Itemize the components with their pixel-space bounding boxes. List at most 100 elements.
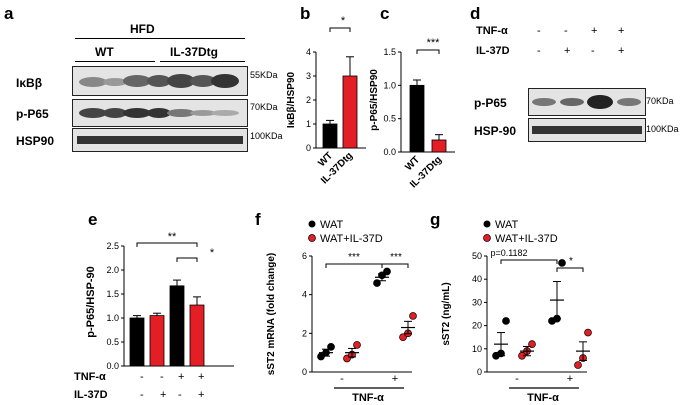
panel-f-ytick-label: 4 [302,290,307,300]
panel-e-il-label: IL-37D [74,389,108,401]
panel-e-sig2: * [210,247,215,259]
panel-f-point [327,343,335,351]
panel-d-tnf-sign-3: + [591,25,598,37]
panel-c-ytick-label: 1.0 [383,80,396,90]
panel-a-hfd-line [75,38,245,39]
panel-g-letter: g [430,210,441,229]
panel-f-sig1: *** [348,252,360,263]
panel-b-bar [322,123,338,149]
panel-d-row2-label: HSP-90 [474,124,517,138]
panel-b-ytick-label: 4 [306,47,311,57]
panel-c-ytick-label: 0.5 [383,114,396,124]
panel-a-wt-label: WT [95,45,114,59]
panel-a-row2-marker: 70KDa [250,102,278,112]
panel-g-sig1: p=0.1182 [490,248,527,258]
panel-e-letter: e [88,210,98,229]
panel-g-chart: sST2 (ng/mL) WAT WAT+IL-37D 01020304050 … [441,219,592,404]
panel-e-ytick-label: 2.5 [106,241,119,251]
panel-f-point [353,341,361,349]
panel-g-ytick-label: 0 [477,367,482,377]
panel-e-chart: p-P65/HSP-90 0.0 0.5 1.0 1.5 2.0 2.5 ** * [85,231,234,371]
panel-g-legend-dot-2 [483,234,491,242]
panel-d-il-sign-1: - [537,45,541,57]
panel-e-sig1: ** [168,231,177,243]
panel-a-hfd-label: HFD [130,22,155,36]
panel-e-ytick-label: 2.0 [106,265,119,275]
panel-b-ylabel: IκBβ/HSP90 [286,71,297,128]
panel-e-ytick-label: 0.5 [106,337,119,347]
panel-d-tnf-sign-1: - [537,25,541,37]
panel-e-bar [189,304,205,367]
panel-e-il-sign-4: + [198,389,205,401]
panel-e-ylabel: p-P65/HSP-90 [85,266,97,338]
panel-e-sig-bracket [136,242,198,247]
panel-b-ytick-label: 0 [306,143,311,153]
panel-f-legend-2: WAT+IL-37D [320,233,383,245]
panel-a-row3-label: HSP90 [16,134,55,148]
panel-e-ytick-label: 0.0 [106,361,119,371]
panel-g-point [502,317,510,325]
panel-a-tg-line [160,61,245,62]
panel-a-row2-label: p-P65 [16,107,49,121]
panel-c-ylabel: p-P65/HSP90 [369,69,380,131]
panel-c-bar [431,139,447,153]
panel-f-tnf-label: TNF-α [352,392,384,404]
panel-a-tg-label: IL-37Dtg [170,45,218,59]
panel-g-tnf-label: TNF-α [527,392,559,404]
panel-e-bar [149,315,165,367]
panel-d-il-sign-4: + [618,45,625,57]
panel-g-ytick-label: 40 [472,274,482,284]
panel-f-ytick-label: 0 [302,367,307,377]
panel-e-ytick-label: 1.0 [106,313,119,323]
panel-g-ylabel: sST2 (ng/mL) [441,282,452,345]
panel-e-il-sign-2: + [160,389,167,401]
panel-b-ytick-label: 2 [306,95,311,105]
panel-g-sign-1: - [515,373,519,385]
panel-d-il-sign-3: - [591,45,595,57]
panel-c-sig: *** [427,37,441,49]
panel-f-sig-bracket [381,263,409,268]
panel-c-bar [409,84,425,153]
panel-g-ytick-label: 10 [472,344,482,354]
panel-f-point [409,312,417,320]
panel-f-point [399,333,407,342]
panel-f-point [373,279,381,287]
panel-a-blot-hsp90 [72,128,248,152]
panel-d-letter: d [470,4,481,23]
panel-d-row2-marker: 100KDa [646,124,679,134]
panel-f-chart: sST2 mRNA (fold change) WAT WAT+IL-37D 0… [266,219,417,404]
panel-e-sig-bracket [176,257,198,262]
panel-a-letter: a [4,4,14,23]
panel-g-ytick-label: 20 [472,321,482,331]
panel-c-sig-bracket [416,49,440,54]
panel-a-row1-label: IκBβ [16,76,43,90]
panel-c-ytick-label: 0.0 [383,147,396,157]
panel-c-letter: c [380,4,390,23]
panel-e-tnf-sign-1: - [140,371,144,383]
panel-e-bar [129,317,145,367]
panel-g-sig-bracket [556,267,584,272]
panel-e-bar [169,285,185,367]
panel-f-sig2: *** [390,252,402,263]
panel-d-blot-hsp90 [528,118,646,142]
panel-e-tnf-sign-4: + [198,371,205,383]
panel-d-il-sign-2: + [564,45,571,57]
panel-a-blot-pp65 [72,99,248,127]
panel-g-sign-2: + [567,373,573,385]
panel-g-sig2: * [569,256,573,267]
panel-b-bar [342,75,358,149]
panel-f-sig-bracket [325,263,383,268]
panel-d-tnf-sign-2: - [564,25,568,37]
panel-a-row1-marker: 55KDa [250,70,278,80]
panel-f-point [383,267,391,276]
panel-g-point [528,340,536,349]
panel-g-point [584,328,592,337]
panel-d-il-label: IL-37D [476,45,510,57]
panel-d-blot-pp65 [528,88,646,116]
panel-d-row1-marker: 70KDa [646,96,674,106]
panel-g-legend-2: WAT+IL-37D [495,233,558,245]
panel-g-point [558,259,566,267]
panel-a-wt-line [75,61,155,62]
panel-d-tnf-sign-4: + [618,25,625,37]
